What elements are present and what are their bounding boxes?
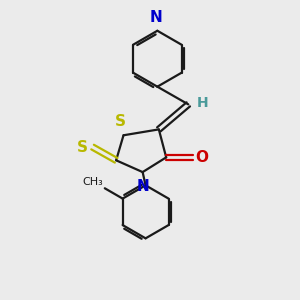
Text: S: S	[115, 114, 126, 129]
Text: N: N	[149, 11, 162, 26]
Text: H: H	[196, 96, 208, 110]
Text: S: S	[77, 140, 88, 154]
Text: O: O	[195, 150, 208, 165]
Text: N: N	[136, 179, 149, 194]
Text: CH₃: CH₃	[82, 177, 103, 187]
